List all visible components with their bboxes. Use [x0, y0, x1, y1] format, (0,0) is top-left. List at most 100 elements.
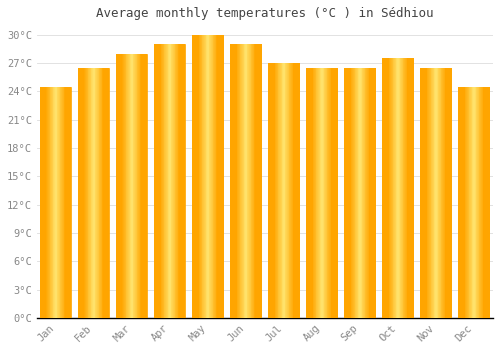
Bar	[451, 68, 452, 318]
Bar	[58, 87, 59, 318]
Bar	[394, 58, 395, 318]
Bar	[329, 68, 330, 318]
Bar	[60, 87, 62, 318]
Bar	[398, 58, 399, 318]
Bar	[391, 58, 392, 318]
Bar	[184, 44, 186, 318]
Bar	[93, 68, 94, 318]
Bar	[344, 68, 345, 318]
Bar	[174, 44, 176, 318]
Bar	[243, 44, 244, 318]
Bar	[260, 44, 262, 318]
Bar	[183, 44, 184, 318]
Bar	[489, 87, 490, 318]
Bar	[51, 87, 52, 318]
Bar	[286, 63, 287, 318]
Bar	[322, 68, 324, 318]
Bar	[370, 68, 371, 318]
Bar	[307, 68, 337, 318]
Bar	[332, 68, 333, 318]
Bar	[482, 87, 484, 318]
Bar	[468, 87, 469, 318]
Bar	[349, 68, 350, 318]
Bar	[82, 68, 83, 318]
Bar	[374, 68, 375, 318]
Bar	[168, 44, 169, 318]
Bar	[136, 54, 138, 318]
Bar	[101, 68, 102, 318]
Bar	[138, 54, 139, 318]
Bar	[277, 63, 278, 318]
Bar	[270, 63, 272, 318]
Bar	[478, 87, 480, 318]
Bar	[308, 68, 310, 318]
Bar	[307, 68, 308, 318]
Bar	[297, 63, 298, 318]
Bar	[325, 68, 326, 318]
Bar	[192, 35, 193, 318]
Bar	[121, 54, 122, 318]
Bar	[485, 87, 486, 318]
Bar	[50, 87, 51, 318]
Bar	[328, 68, 329, 318]
Bar	[88, 68, 89, 318]
Bar	[200, 35, 201, 318]
Bar	[249, 44, 250, 318]
Bar	[357, 68, 358, 318]
Bar	[447, 68, 448, 318]
Bar	[429, 68, 430, 318]
Bar	[480, 87, 481, 318]
Bar	[383, 58, 384, 318]
Bar	[254, 44, 256, 318]
Bar	[256, 44, 257, 318]
Bar	[63, 87, 64, 318]
Bar	[402, 58, 404, 318]
Bar	[367, 68, 368, 318]
Bar	[87, 68, 88, 318]
Bar	[127, 54, 128, 318]
Bar	[181, 44, 182, 318]
Bar	[163, 44, 164, 318]
Bar	[234, 44, 235, 318]
Bar	[155, 44, 156, 318]
Bar	[432, 68, 433, 318]
Bar	[78, 68, 79, 318]
Bar	[116, 54, 117, 318]
Bar	[397, 58, 398, 318]
Bar	[49, 87, 50, 318]
Bar	[404, 58, 405, 318]
Bar	[434, 68, 436, 318]
Bar	[472, 87, 474, 318]
Bar	[383, 58, 413, 318]
Bar	[135, 54, 136, 318]
Bar	[41, 87, 42, 318]
Bar	[120, 54, 121, 318]
Bar	[198, 35, 200, 318]
Bar	[388, 58, 390, 318]
Bar	[312, 68, 314, 318]
Bar	[330, 68, 332, 318]
Bar	[107, 68, 108, 318]
Bar	[252, 44, 253, 318]
Bar	[408, 58, 409, 318]
Bar	[423, 68, 424, 318]
Bar	[400, 58, 401, 318]
Bar	[178, 44, 179, 318]
Bar	[384, 58, 386, 318]
Bar	[291, 63, 292, 318]
Bar	[192, 35, 223, 318]
Bar	[333, 68, 334, 318]
Bar	[295, 63, 296, 318]
Bar	[253, 44, 254, 318]
Bar	[413, 58, 414, 318]
Bar	[372, 68, 374, 318]
Bar	[268, 63, 269, 318]
Bar	[170, 44, 172, 318]
Bar	[446, 68, 447, 318]
Bar	[444, 68, 446, 318]
Bar	[141, 54, 142, 318]
Bar	[66, 87, 68, 318]
Bar	[218, 35, 219, 318]
Bar	[206, 35, 207, 318]
Bar	[430, 68, 432, 318]
